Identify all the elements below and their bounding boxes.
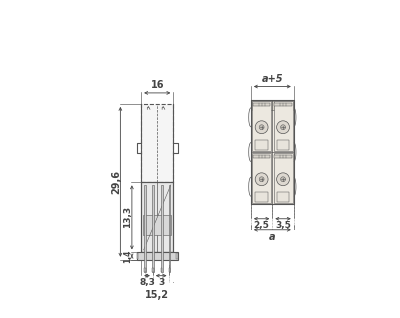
Bar [253, 103, 270, 106]
Text: 16: 16 [150, 80, 164, 90]
Bar [152, 185, 154, 272]
Circle shape [277, 173, 290, 186]
Bar [152, 267, 154, 272]
Text: 1,4: 1,4 [123, 249, 132, 263]
Bar [169, 267, 170, 272]
Bar [144, 267, 146, 272]
Bar [143, 215, 171, 235]
Text: 29,6: 29,6 [111, 170, 121, 194]
Bar [253, 155, 270, 158]
Text: 2,5: 2,5 [254, 221, 270, 230]
Bar [277, 192, 290, 202]
Text: 8,3: 8,3 [139, 278, 155, 287]
Text: 13,3: 13,3 [123, 206, 132, 228]
Circle shape [281, 177, 286, 182]
Bar [274, 103, 292, 106]
Bar [252, 153, 271, 203]
Bar [137, 253, 138, 259]
Bar [251, 100, 294, 204]
Bar [161, 185, 163, 272]
Bar [168, 185, 170, 272]
Bar [277, 140, 290, 149]
Text: a+5: a+5 [262, 74, 283, 84]
Bar [141, 182, 173, 252]
Bar [255, 192, 268, 202]
Circle shape [281, 125, 286, 130]
Bar [141, 182, 173, 252]
Bar [274, 101, 292, 151]
Bar [144, 185, 146, 272]
Bar [161, 267, 162, 272]
Bar [141, 104, 173, 182]
Bar [274, 155, 292, 158]
Bar [274, 153, 292, 203]
Circle shape [255, 121, 268, 134]
Bar [176, 253, 178, 259]
Bar [252, 101, 271, 151]
Text: 15,2: 15,2 [145, 290, 169, 301]
Text: a: a [269, 232, 276, 242]
Bar [137, 252, 178, 260]
Circle shape [255, 173, 268, 186]
Circle shape [277, 121, 290, 134]
Circle shape [259, 177, 264, 182]
Text: 3,5: 3,5 [275, 221, 291, 230]
Text: 3: 3 [158, 278, 164, 287]
Bar [252, 101, 293, 110]
Bar [255, 140, 268, 149]
Circle shape [259, 125, 264, 130]
